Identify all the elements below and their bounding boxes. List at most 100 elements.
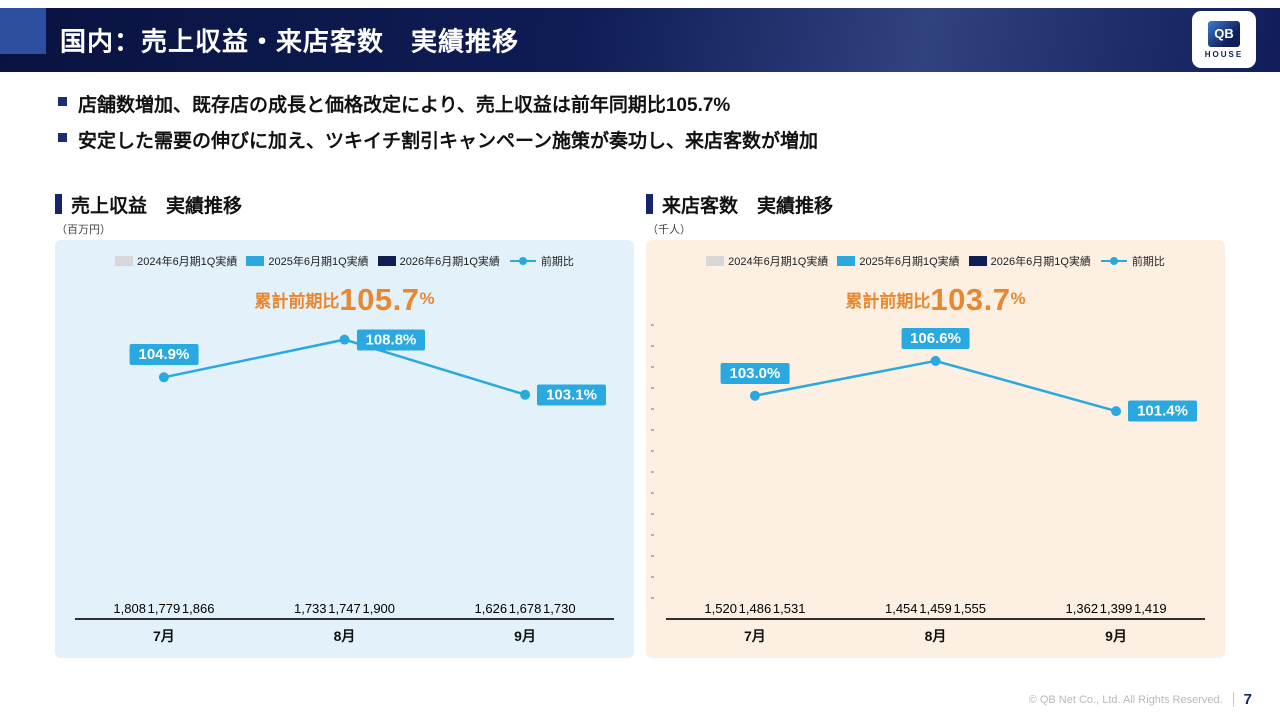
copyright-text: © QB Net Co., Ltd. All Rights Reserved. (1028, 693, 1223, 706)
x-axis-labels: 7月 8月 9月 (75, 620, 614, 648)
legend-swatch-icon (115, 256, 134, 266)
chart-unit: （百万円） (56, 224, 111, 236)
bar-value-label: 1,454 (884, 601, 918, 616)
legend-label: 2024年6月期1Q実績 (728, 256, 829, 268)
cumulative-suffix: % (1010, 289, 1026, 308)
chart-title: 来店客数 実績推移 (662, 195, 834, 217)
bar-value-label: 1,399 (1099, 601, 1133, 616)
legend-label: 2026年6月期1Q実績 (990, 256, 1091, 268)
trend-point-icon (158, 372, 169, 383)
qb-logo-icon: QB (1208, 20, 1240, 47)
trend-point-icon (339, 334, 350, 345)
x-axis-label: 8月 (333, 628, 356, 644)
x-axis-labels: 7月 8月 9月 (666, 620, 1205, 648)
bar-value-label: 1,678 (508, 601, 542, 616)
title-banner: 国内：売上収益・来店客数 実績推移 (0, 8, 1280, 72)
section-marker-icon (55, 194, 62, 214)
bar-value-label: 1,747 (328, 601, 361, 616)
legend-item: 2025年6月期1Q実績 (837, 253, 960, 269)
chart-panel: 2024年6月期1Q実績 2025年6月期1Q実績 2026年6月期1Q実績 前期比 … (646, 240, 1225, 658)
yoy-ratio-badge: 103.0% (720, 362, 790, 384)
chart-unit: （千人） (647, 224, 691, 236)
x-axis-label: 9月 (514, 628, 536, 644)
trend-line (158, 334, 531, 400)
bar-value-label: 1,555 (953, 601, 987, 616)
yoy-ratio-badge: 103.1% (537, 384, 606, 406)
yoy-ratio-badge: 106.6% (901, 327, 970, 349)
trend-point-icon (749, 390, 760, 401)
x-axis-label: 7月 (744, 628, 766, 644)
cumulative-value: 105.7 (339, 281, 420, 317)
bar-value-label: 1,459 (919, 601, 952, 616)
qb-logo-text: HOUSE (1204, 49, 1244, 59)
bullet-item: 安定した需要の伸びに加え、ツキイチ割引キャンペーン施策が奏功し、来店客数が増加 (58, 126, 818, 153)
yoy-ratio-badge: 108.8% (356, 329, 426, 351)
trend-point-icon (930, 355, 941, 366)
bar-value-label: 1,866 (181, 601, 215, 616)
bar-value-label: 1,362 (1065, 601, 1099, 616)
bullet-text: 店舗数増加、既存店の成長と価格改定により、売上収益は前年同期比105.7% (78, 95, 731, 116)
legend-item: 前期比 (1100, 253, 1165, 269)
bar-value-label: 1,520 (704, 601, 737, 616)
bar-value-label: 1,730 (543, 601, 576, 616)
charts-row: 売上収益 実績推移 （百万円） 2024年6月期1Q実績 2025年6月期1Q実績… (55, 192, 1225, 658)
trend-line (749, 355, 1122, 417)
legend-item: 2026年6月期1Q実績 (377, 253, 500, 269)
qb-house-logo: QB HOUSE (1192, 11, 1256, 68)
legend-item: 2025年6月期1Q実績 (246, 253, 369, 269)
plot-area: 1,808 1,779 1,866 1,733 1,747 1,900 1,626 1,678… (75, 328, 614, 620)
chart-title: 売上収益 実績推移 (71, 195, 243, 217)
legend-swatch-icon (246, 256, 265, 266)
banner-accent-square (0, 8, 46, 54)
chart-panel: 2024年6月期1Q実績 2025年6月期1Q実績 2026年6月期1Q実績 前期比 … (55, 240, 634, 658)
legend-label: 2025年6月期1Q実績 (268, 256, 369, 268)
x-axis-label: 9月 (1105, 628, 1127, 644)
legend-swatch-icon (377, 256, 396, 266)
x-axis-label: 7月 (153, 628, 175, 644)
x-axis-label: 8月 (924, 628, 947, 644)
legend-swatch-icon (706, 256, 725, 266)
legend-label: 前期比 (1131, 256, 1165, 268)
chart-header: 来店客数 実績推移 (646, 192, 1225, 217)
chart-header: 売上収益 実績推移 (55, 192, 634, 217)
plot-area: 1,520 1,486 1,531 1,454 1,459 1,555 1,362 1,399… (651, 324, 1205, 620)
legend-item: 2024年6月期1Q実績 (706, 253, 828, 269)
footer-divider (1232, 692, 1234, 707)
legend-item: 2026年6月期1Q実績 (968, 253, 1091, 269)
legend-swatch-icon (837, 256, 856, 266)
cumulative-suffix: % (419, 289, 435, 308)
line-marker-icon (509, 257, 536, 265)
axis-tick-marks (651, 324, 654, 618)
bar-value-label: 1,733 (293, 601, 327, 616)
legend-item: 前期比 (509, 253, 574, 269)
chart-legend: 2024年6月期1Q実績 2025年6月期1Q実績 2026年6月期1Q実績 前期比 (666, 252, 1205, 270)
page-number: 7 (1243, 691, 1252, 708)
visitors-chart-section: 来店客数 実績推移 （千人） 2024年6月期1Q実績 2025年6月期1Q実績 2… (646, 192, 1225, 658)
cumulative-value: 103.7 (930, 281, 1011, 317)
bar-value-label: 1,808 (113, 601, 146, 616)
cumulative-label: 累計前期比 (845, 291, 931, 311)
section-marker-icon (646, 194, 653, 214)
bullet-text: 安定した需要の伸びに加え、ツキイチ割引キャンペーン施策が奏功し、来店客数が増加 (78, 131, 819, 152)
cumulative-label: 累計前期比 (254, 291, 340, 311)
line-marker-icon (1100, 257, 1127, 265)
bar-value-label: 1,531 (772, 601, 806, 616)
legend-label: 前期比 (540, 256, 574, 268)
bullet-square-icon (58, 97, 67, 106)
bar-value-label: 1,626 (474, 601, 508, 616)
key-points: 店舗数増加、既存店の成長と価格改定により、売上収益は前年同期比105.7% 安定… (58, 90, 818, 153)
bar-value-label: 1,419 (1134, 601, 1167, 616)
chart-legend: 2024年6月期1Q実績 2025年6月期1Q実績 2026年6月期1Q実績 前期比 (75, 252, 614, 270)
yoy-ratio-badge: 104.9% (129, 344, 199, 366)
bullet-square-icon (58, 133, 67, 142)
slide-footer: © QB Net Co., Ltd. All Rights Reserved. … (1029, 691, 1252, 708)
legend-label: 2024年6月期1Q実績 (137, 256, 238, 268)
legend-label: 2025年6月期1Q実績 (859, 256, 960, 268)
page-title: 国内：売上収益・来店客数 実績推移 (60, 26, 520, 57)
cumulative-ratio: 累計前期比 103.7% (666, 276, 1205, 322)
revenue-chart-section: 売上収益 実績推移 （百万円） 2024年6月期1Q実績 2025年6月期1Q実績… (55, 192, 634, 658)
cumulative-ratio: 累計前期比 105.7% (75, 276, 614, 322)
trend-point-icon (1111, 406, 1122, 417)
bar-value-label: 1,779 (147, 601, 181, 616)
